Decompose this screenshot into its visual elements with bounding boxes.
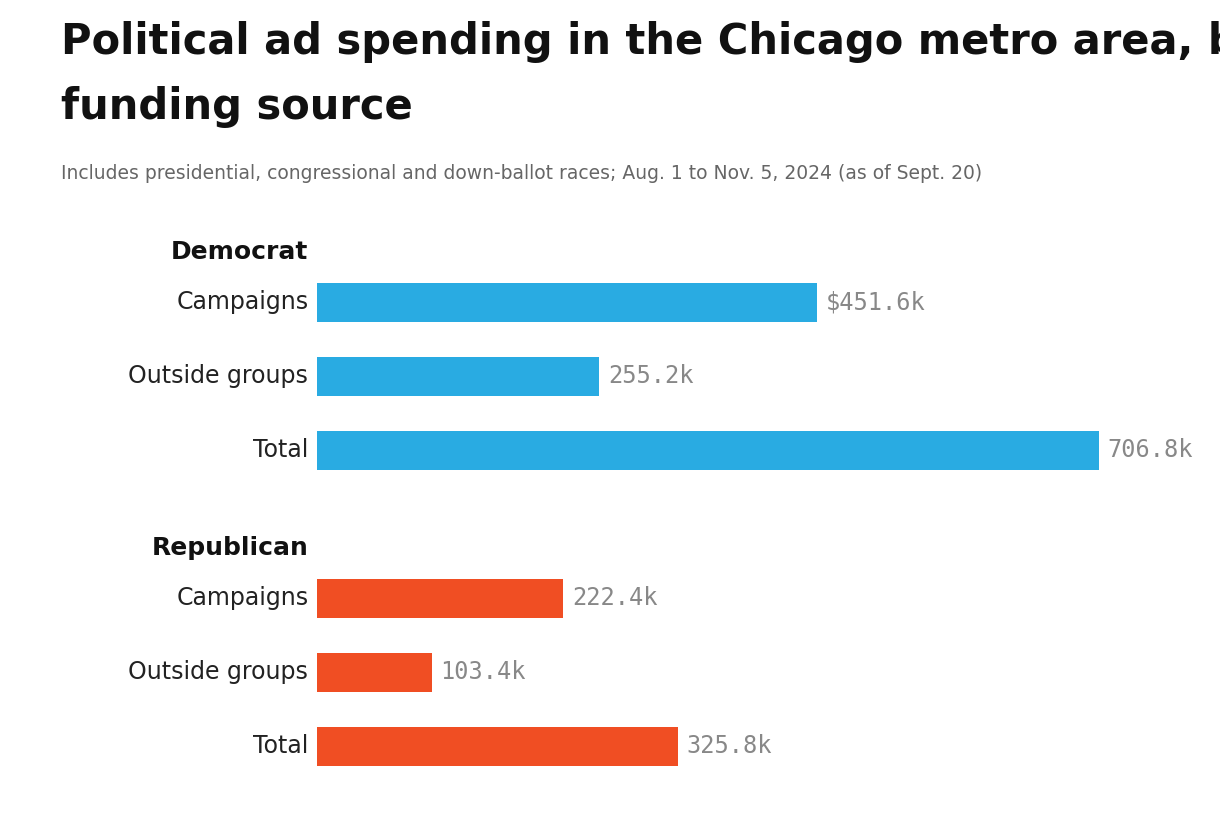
- Bar: [317, 432, 1099, 469]
- Bar: [317, 580, 564, 617]
- Text: Includes presidential, congressional and down-ballot races; Aug. 1 to Nov. 5, 20: Includes presidential, congressional and…: [61, 164, 982, 183]
- Text: Outside groups: Outside groups: [128, 364, 309, 389]
- Text: Political ad spending in the Chicago metro area, by: Political ad spending in the Chicago met…: [61, 21, 1220, 62]
- Bar: [317, 727, 677, 765]
- Bar: [317, 653, 432, 691]
- Bar: [317, 358, 599, 395]
- Text: 325.8k: 325.8k: [687, 734, 772, 759]
- Text: Campaigns: Campaigns: [176, 290, 309, 315]
- Text: Campaigns: Campaigns: [176, 586, 309, 611]
- Text: 222.4k: 222.4k: [572, 586, 658, 611]
- Text: Democrat: Democrat: [171, 240, 309, 264]
- Text: Total: Total: [253, 734, 309, 759]
- Text: 706.8k: 706.8k: [1108, 438, 1193, 463]
- Text: Outside groups: Outside groups: [128, 660, 309, 685]
- Text: 103.4k: 103.4k: [440, 660, 526, 685]
- Bar: [317, 284, 816, 321]
- Text: funding source: funding source: [61, 86, 412, 128]
- Text: Total: Total: [253, 438, 309, 463]
- Text: 255.2k: 255.2k: [609, 364, 694, 389]
- Text: $451.6k: $451.6k: [826, 290, 925, 315]
- Text: Republican: Republican: [151, 536, 309, 560]
